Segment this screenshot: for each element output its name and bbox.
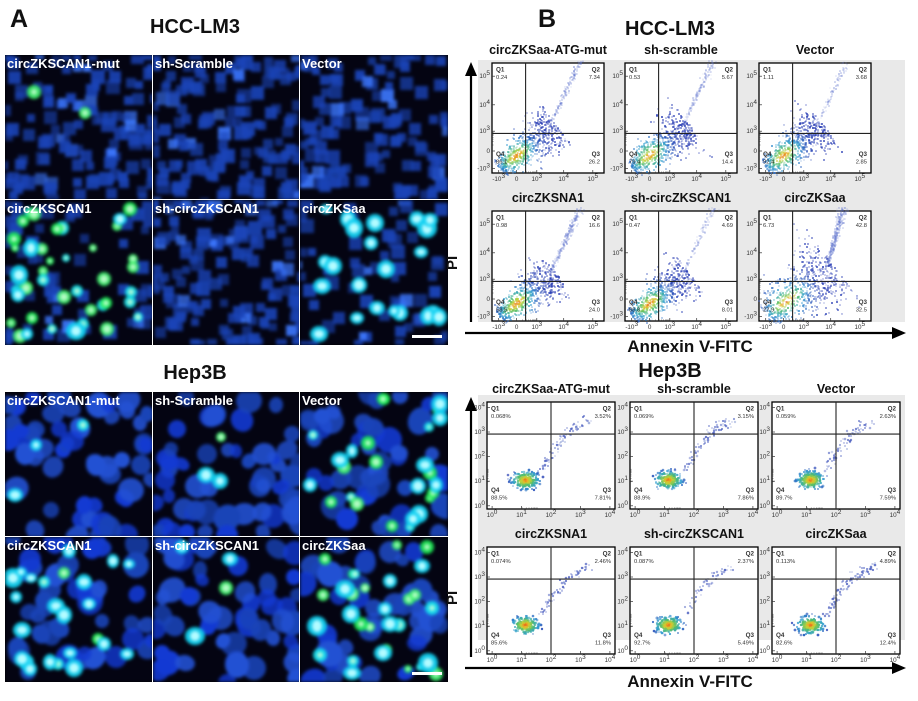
svg-text:Q2: Q2: [725, 67, 734, 74]
svg-text:Q2: Q2: [859, 67, 868, 74]
svg-text:79.4: 79.4: [629, 160, 641, 166]
svg-text:0: 0: [782, 176, 786, 183]
svg-text:Q3: Q3: [859, 151, 868, 158]
svg-text:0: 0: [753, 148, 757, 155]
svg-text:26.2: 26.2: [589, 160, 600, 166]
svg-text:0: 0: [648, 176, 652, 183]
svg-text:Q1: Q1: [629, 67, 638, 74]
svg-text:Q1: Q1: [763, 67, 772, 74]
svg-text:14.4: 14.4: [722, 160, 734, 166]
svg-text:Q4: Q4: [496, 151, 505, 158]
svg-text:0: 0: [515, 176, 519, 183]
svg-text:1.11: 1.11: [763, 75, 774, 81]
svg-text:Q2: Q2: [592, 67, 601, 74]
svg-text:Q1: Q1: [496, 67, 505, 74]
svg-text:0: 0: [486, 148, 490, 155]
svg-text:3.68: 3.68: [856, 75, 867, 81]
svg-text:92.4: 92.4: [763, 160, 775, 166]
svg-text:0.24: 0.24: [496, 75, 508, 81]
svg-text:0: 0: [619, 148, 623, 155]
svg-text:Q3: Q3: [592, 151, 601, 158]
svg-text:0.53: 0.53: [629, 75, 640, 81]
svg-text:5.67: 5.67: [722, 75, 733, 81]
svg-text:Q4: Q4: [763, 151, 772, 158]
svg-text:86.1: 86.1: [496, 160, 507, 166]
svg-text:2.85: 2.85: [856, 160, 867, 166]
svg-text:Q4: Q4: [629, 151, 638, 158]
svg-text:Q3: Q3: [725, 151, 734, 158]
svg-text:7.34: 7.34: [589, 75, 601, 81]
